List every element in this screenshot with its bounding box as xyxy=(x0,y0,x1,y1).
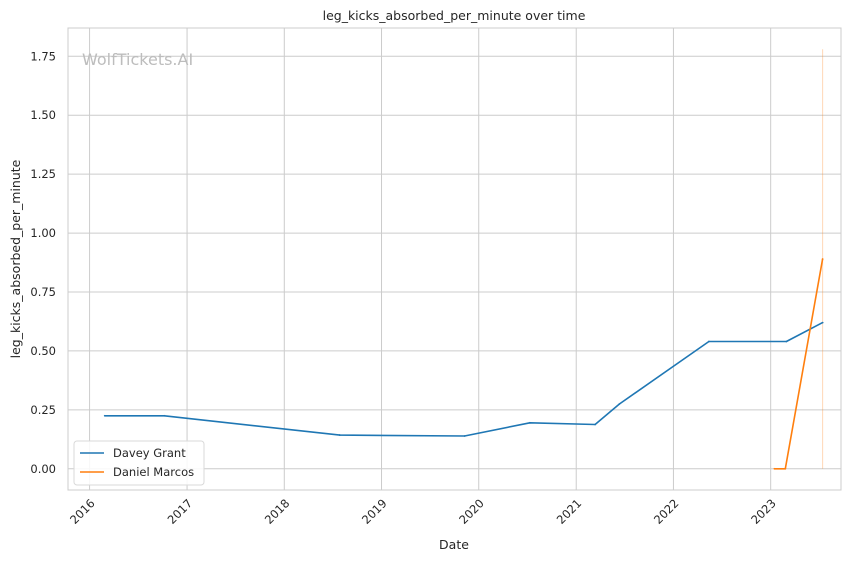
chart-title: leg_kicks_absorbed_per_minute over time xyxy=(323,8,586,23)
data-point xyxy=(103,414,106,417)
y-axis-ticks: 0.00 0.25 0.50 0.75 1.00 1.25 1.50 1.75 xyxy=(30,49,56,476)
data-point xyxy=(785,340,788,343)
series-line-0 xyxy=(104,321,823,437)
y-tick-label: 1.00 xyxy=(30,226,56,240)
data-point xyxy=(707,340,710,343)
y-axis-label: leg_kicks_absorbed_per_minute xyxy=(8,159,23,358)
data-point xyxy=(163,414,166,417)
y-tick-label: 1.50 xyxy=(30,108,56,122)
y-tick-label: 1.75 xyxy=(30,49,56,63)
legend: Davey Grant Daniel Marcos xyxy=(73,440,205,486)
data-point xyxy=(528,421,531,424)
legend-label: Davey Grant xyxy=(113,446,186,460)
data-point xyxy=(784,467,787,470)
y-tick-label: 0.25 xyxy=(30,403,56,417)
data-point xyxy=(821,258,824,260)
x-axis-label: Date xyxy=(439,537,469,552)
plot-frame xyxy=(67,27,842,491)
y-tick-label: 0.50 xyxy=(30,344,56,358)
data-point xyxy=(618,403,621,405)
legend-box xyxy=(73,440,205,486)
y-tick-label: 0.00 xyxy=(30,462,56,476)
y-tick-label: 0.75 xyxy=(30,285,56,299)
data-point xyxy=(463,435,466,437)
y-tick-label: 1.25 xyxy=(30,167,56,181)
data-point xyxy=(594,423,597,426)
data-point xyxy=(773,467,776,470)
series-lines xyxy=(103,258,824,470)
data-point xyxy=(821,321,824,324)
watermark: WolfTickets.AI xyxy=(82,50,193,69)
legend-label: Daniel Marcos xyxy=(113,465,194,479)
data-point xyxy=(338,434,341,436)
